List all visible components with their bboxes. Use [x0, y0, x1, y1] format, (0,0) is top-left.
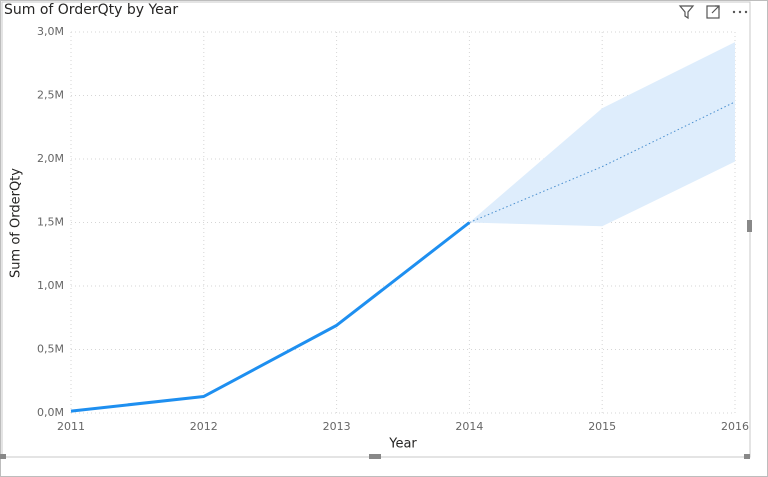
resize-handle[interactable] [369, 454, 381, 459]
resize-handle[interactable] [0, 454, 6, 459]
x-tick-label: 2016 [721, 420, 749, 433]
filter-icon[interactable] [678, 5, 695, 20]
forecast-band [469, 42, 735, 227]
chart-title: Sum of OrderQty by Year [4, 2, 178, 18]
y-tick-label: 1,5M [37, 216, 64, 229]
y-axis-label: Sum of OrderQty [9, 168, 24, 278]
data-line [70, 221, 471, 413]
y-tick-label: 2,0M [37, 152, 64, 165]
forecast-line [469, 101, 736, 223]
more-options-icon[interactable] [732, 10, 748, 14]
y-tick-label: 1,0M [37, 279, 64, 292]
resize-handle[interactable] [744, 454, 750, 459]
y-tick-label: 0,0M [37, 406, 64, 419]
y-tick-label: 0,5M [37, 343, 64, 356]
x-tick-label: 2012 [190, 420, 218, 433]
y-tick-label: 3,0M [37, 25, 64, 38]
x-tick-label: 2015 [588, 420, 616, 433]
x-tick-label: 2011 [57, 420, 85, 433]
x-axis-label: Year [388, 437, 417, 452]
x-tick-label: 2013 [323, 420, 351, 433]
focus-mode-icon[interactable] [706, 5, 720, 19]
y-tick-label: 2,5M [37, 89, 64, 102]
resize-handle[interactable] [747, 220, 752, 232]
x-tick-label: 2014 [455, 420, 483, 433]
